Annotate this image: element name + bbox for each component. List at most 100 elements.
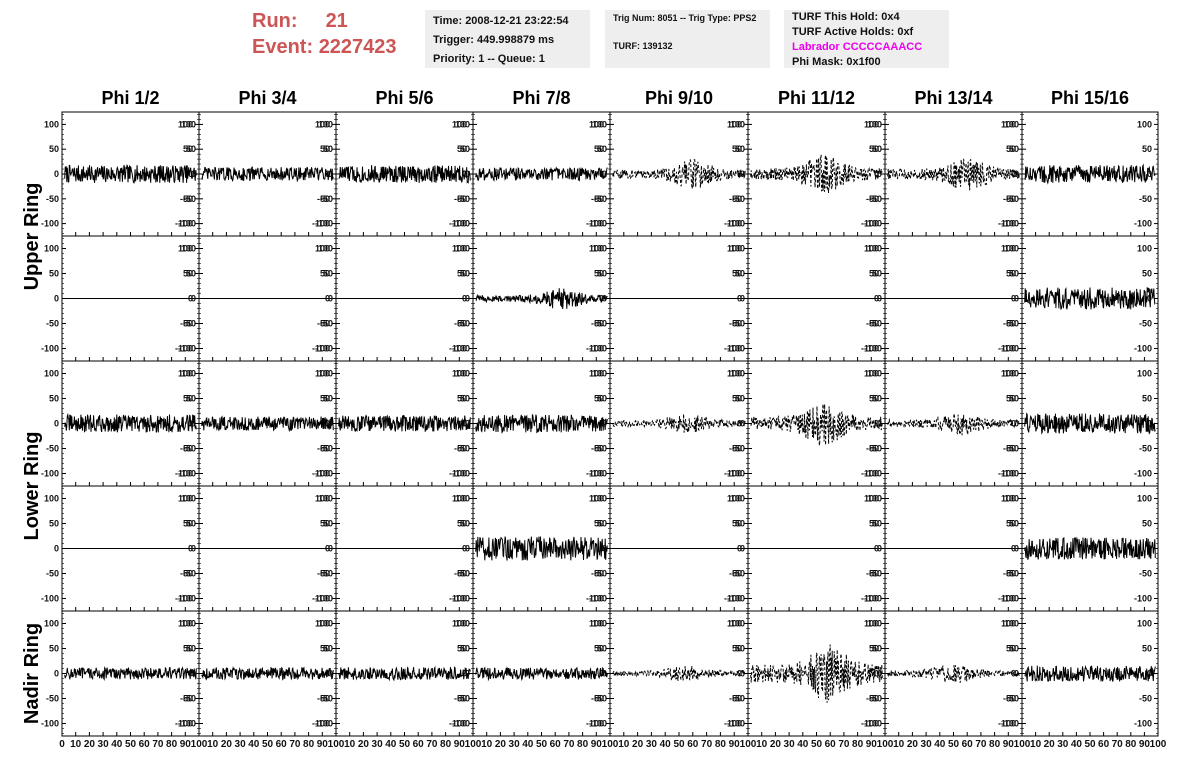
y-tick-label: -100 xyxy=(864,344,882,354)
x-tick-label: 70 xyxy=(838,739,850,750)
x-tick-label: 60 xyxy=(139,739,151,750)
y-tick-label: -50 xyxy=(454,694,467,704)
y-tick-label: 0 xyxy=(740,669,745,679)
y-tick-label: 50 xyxy=(1006,519,1016,529)
y-tick-label: 50 xyxy=(460,394,470,404)
y-tick-label: 50 xyxy=(186,394,196,404)
y-tick-label: 0 xyxy=(877,419,882,429)
y-tick-label: 100 xyxy=(181,244,196,254)
y-tick-label: 100 xyxy=(181,494,196,504)
y-tick-label: 50 xyxy=(1009,644,1019,654)
waveform-trace xyxy=(201,415,334,433)
y-tick-label: -50 xyxy=(1139,569,1152,579)
y-tick-label: -50 xyxy=(869,444,882,454)
y-tick-label: 0 xyxy=(740,294,745,304)
y-tick-label: -100 xyxy=(727,219,745,229)
y-tick-label: 50 xyxy=(320,144,330,154)
x-tick-label: 70 xyxy=(152,739,164,750)
x-tick-label: 70 xyxy=(426,739,438,750)
waveform-trace xyxy=(612,158,746,189)
y-tick-label: 100 xyxy=(1001,494,1016,504)
y-tick-label: 50 xyxy=(457,394,467,404)
y-tick-label: 100 xyxy=(315,244,330,254)
y-tick-label: 100 xyxy=(318,244,333,254)
y-tick-label: -100 xyxy=(315,594,333,604)
y-tick-label: 50 xyxy=(186,519,196,529)
y-tick-label: -100 xyxy=(1134,344,1152,354)
y-tick-label: -100 xyxy=(864,469,882,479)
y-tick-label: -100 xyxy=(727,469,745,479)
y-tick-label: 50 xyxy=(869,644,879,654)
run-label: Run: xyxy=(252,10,298,32)
column-title: Phi 13/14 xyxy=(914,88,992,108)
y-tick-label: 100 xyxy=(592,244,607,254)
y-tick-label: -50 xyxy=(183,694,196,704)
y-tick-label: -100 xyxy=(312,469,330,479)
y-tick-label: 50 xyxy=(320,519,330,529)
x-tick-label: 50 xyxy=(948,739,960,750)
y-tick-label: -100 xyxy=(175,219,193,229)
x-tick-label: 80 xyxy=(852,739,864,750)
y-tick-label: -50 xyxy=(1006,319,1019,329)
y-tick-label: 50 xyxy=(323,394,333,404)
y-tick-label: 100 xyxy=(864,619,879,629)
x-tick-label: 90 xyxy=(866,739,878,750)
x-tick-label: 90 xyxy=(1003,739,1015,750)
run-value: 21 xyxy=(325,10,348,32)
y-tick-label: 0 xyxy=(874,169,879,179)
y-tick-label: -100 xyxy=(312,344,330,354)
waveform-trace xyxy=(887,413,1020,436)
trigger-text: Trigger: 449.998879 ms xyxy=(433,34,555,46)
event-label: Event: xyxy=(252,36,314,58)
y-tick-label: -100 xyxy=(724,594,742,604)
y-tick-label: 0 xyxy=(465,294,470,304)
y-tick-label: -50 xyxy=(180,444,193,454)
y-tick-label: -100 xyxy=(1134,719,1152,729)
y-tick-label: -50 xyxy=(1006,444,1019,454)
x-tick-label: 100 xyxy=(1014,739,1031,750)
waveform-trace xyxy=(475,536,608,561)
x-tick-label: 80 xyxy=(1125,739,1137,750)
x-tick-label: 10 xyxy=(893,739,905,750)
row-title: Upper Ring xyxy=(21,183,43,291)
y-tick-label: 50 xyxy=(1006,144,1016,154)
y-tick-label: -50 xyxy=(183,569,196,579)
y-tick-label: 50 xyxy=(183,269,193,279)
run-row: Run: 21 xyxy=(252,8,412,34)
y-tick-label: 100 xyxy=(730,619,745,629)
y-tick-label: -100 xyxy=(312,594,330,604)
x-tick-label: 40 xyxy=(797,739,809,750)
labrador-text: Labrador CCCCCAAACC xyxy=(792,41,923,53)
y-tick-label: 50 xyxy=(872,394,882,404)
waveform-trace xyxy=(750,404,883,446)
y-tick-label: -100 xyxy=(998,344,1016,354)
waveform-trace xyxy=(612,413,746,433)
x-tick-label: 90 xyxy=(454,739,466,750)
y-tick-label: -50 xyxy=(180,194,193,204)
y-tick-label: 0 xyxy=(328,669,333,679)
y-tick-label: 50 xyxy=(594,519,604,529)
waveform-trace xyxy=(1024,664,1156,682)
y-tick-label: -100 xyxy=(1134,594,1152,604)
y-tick-label: -50 xyxy=(317,194,330,204)
y-tick-label: 50 xyxy=(323,269,333,279)
y-tick-label: 50 xyxy=(186,269,196,279)
y-tick-label: 100 xyxy=(178,119,193,129)
y-tick-label: -50 xyxy=(454,194,467,204)
x-tick-label: 40 xyxy=(522,739,534,750)
y-tick-label: -100 xyxy=(315,219,333,229)
y-tick-label: -50 xyxy=(180,694,193,704)
y-tick-label: 50 xyxy=(732,394,742,404)
y-tick-label: -50 xyxy=(1003,319,1016,329)
x-tick-label: 90 xyxy=(180,739,192,750)
y-tick-label: 50 xyxy=(460,269,470,279)
y-tick-label: 50 xyxy=(732,269,742,279)
